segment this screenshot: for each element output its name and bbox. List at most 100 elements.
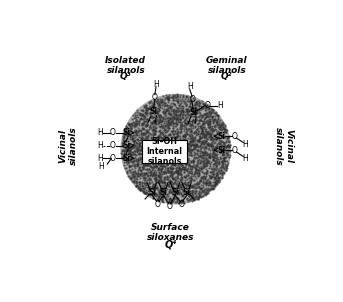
- Point: [162, 104, 167, 109]
- Point: [202, 155, 208, 159]
- Point: [141, 173, 147, 178]
- Point: [225, 152, 230, 156]
- Point: [156, 173, 162, 178]
- Point: [165, 148, 171, 153]
- Point: [125, 158, 130, 162]
- Point: [175, 201, 181, 205]
- Point: [153, 113, 158, 118]
- Point: [138, 169, 144, 174]
- Point: [169, 140, 174, 145]
- Point: [201, 126, 206, 131]
- Point: [200, 176, 206, 181]
- Point: [175, 170, 180, 175]
- Point: [131, 133, 136, 138]
- Point: [168, 188, 173, 193]
- Point: [176, 184, 181, 188]
- Point: [190, 110, 196, 114]
- Point: [151, 118, 156, 123]
- Point: [164, 160, 169, 165]
- Point: [130, 170, 135, 175]
- Point: [144, 136, 150, 141]
- Point: [141, 150, 147, 155]
- Point: [139, 137, 144, 141]
- Point: [153, 117, 159, 122]
- Text: Si: Si: [217, 132, 225, 141]
- Point: [150, 170, 155, 175]
- Point: [167, 132, 173, 137]
- Point: [197, 158, 203, 163]
- Point: [125, 131, 131, 136]
- Text: O: O: [189, 95, 195, 104]
- Point: [194, 182, 200, 187]
- Point: [154, 100, 159, 105]
- Point: [193, 190, 198, 195]
- Point: [141, 138, 146, 143]
- Point: [195, 126, 201, 131]
- Point: [158, 184, 163, 189]
- Point: [142, 181, 147, 186]
- Point: [167, 184, 172, 188]
- Point: [157, 151, 162, 156]
- Point: [202, 149, 208, 154]
- Point: [202, 116, 208, 120]
- Point: [143, 123, 149, 127]
- Point: [141, 130, 146, 135]
- Point: [151, 145, 156, 150]
- Point: [212, 140, 217, 145]
- Point: [200, 128, 205, 133]
- Point: [147, 170, 152, 175]
- Point: [121, 135, 127, 140]
- Point: [225, 143, 230, 147]
- Point: [146, 191, 152, 196]
- Point: [198, 161, 203, 166]
- Point: [145, 191, 151, 196]
- Point: [205, 190, 211, 195]
- Point: [150, 153, 155, 158]
- Point: [153, 185, 158, 189]
- Point: [178, 145, 183, 149]
- Point: [211, 185, 217, 190]
- Point: [210, 120, 215, 125]
- Point: [221, 152, 226, 157]
- Point: [135, 183, 140, 188]
- Point: [224, 139, 229, 144]
- Point: [220, 148, 225, 153]
- Point: [163, 156, 168, 161]
- Point: [192, 197, 197, 201]
- Point: [133, 157, 138, 162]
- Point: [184, 177, 190, 182]
- Point: [177, 124, 182, 129]
- Point: [196, 185, 202, 189]
- Point: [176, 104, 182, 109]
- Point: [158, 134, 163, 139]
- Point: [131, 159, 136, 164]
- Point: [210, 146, 216, 150]
- Point: [214, 120, 219, 125]
- Point: [212, 181, 218, 186]
- Point: [161, 156, 166, 161]
- Point: [170, 128, 176, 133]
- Point: [174, 98, 180, 103]
- Point: [143, 171, 148, 176]
- Point: [152, 117, 157, 122]
- Point: [146, 162, 151, 167]
- Point: [164, 183, 170, 188]
- Point: [191, 130, 197, 135]
- Point: [172, 163, 178, 168]
- Point: [188, 129, 193, 134]
- Point: [191, 103, 196, 108]
- Point: [164, 162, 170, 167]
- Point: [132, 119, 138, 124]
- Point: [132, 128, 138, 133]
- Point: [162, 158, 167, 162]
- Point: [198, 187, 203, 191]
- Point: [143, 161, 148, 166]
- Point: [160, 122, 166, 127]
- Point: [120, 142, 125, 147]
- Point: [193, 162, 199, 167]
- Point: [170, 126, 176, 131]
- Point: [151, 115, 156, 120]
- Point: [170, 96, 175, 101]
- Point: [205, 111, 211, 116]
- Point: [171, 171, 177, 176]
